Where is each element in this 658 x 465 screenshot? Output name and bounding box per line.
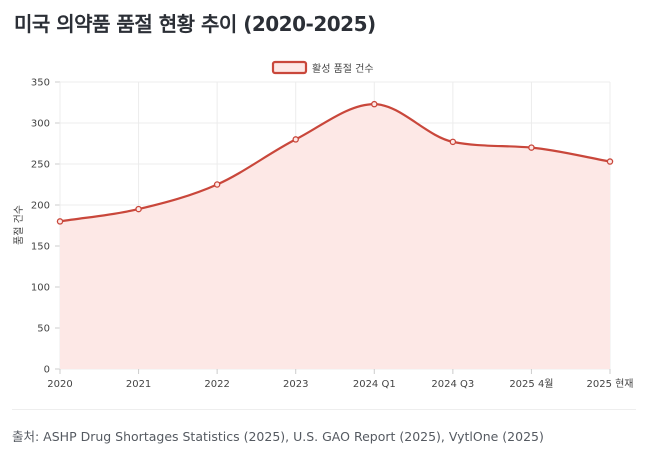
x-tick-label: 2025 현재 [586,378,633,390]
x-tick-label: 2024 Q1 [353,379,396,390]
area-fill [60,104,610,369]
data-point[interactable] [449,138,457,146]
y-tick-label: 150 [31,242,50,253]
x-tick-label: 2023 [283,379,308,390]
legend-swatch [271,60,308,75]
axis-layer: 0 50 100 150 200 250 300 350 2020 2021 2022 2023 202… [31,78,634,391]
legend[interactable]: 활성 품절 건수 [271,60,374,75]
y-tick-label: 300 [31,119,50,130]
y-tick-label: 0 [44,365,50,376]
y-axis-label: 품절 건수 [12,205,25,245]
area-chart: 활성 품절 건수 0 50 100 150 200 250 300 350 2020 2021 20… [12,60,634,391]
data-point[interactable] [528,144,535,151]
data-point[interactable] [56,218,64,225]
divider [12,409,636,410]
x-tick-label: 2025 4월 [509,378,553,390]
area-layer [59,103,611,369]
data-point[interactable] [371,100,378,108]
data-point[interactable] [606,158,614,165]
y-tick-label: 50 [37,324,50,335]
x-tick-label: 2022 [204,379,229,390]
data-point[interactable] [292,136,299,143]
points-layer [56,100,614,225]
y-tick-label: 100 [31,283,50,294]
x-tick-label: 2024 Q3 [431,379,474,390]
y-tick-label: 350 [31,78,50,89]
series-line [59,103,611,223]
x-tick-label: 2020 [47,379,72,390]
y-tick-label: 250 [31,160,50,171]
data-point[interactable] [213,181,221,188]
y-tick-label: 200 [31,201,50,212]
source-note: 출처: ASHP Drug Shortages Statistics (2025… [12,429,544,444]
data-point[interactable] [135,205,142,213]
legend-label: 활성 품절 건수 [312,62,374,75]
chart-title: 미국 의약품 품절 현황 추이 (2020-2025) [14,12,376,36]
x-tick-label: 2021 [126,379,151,390]
